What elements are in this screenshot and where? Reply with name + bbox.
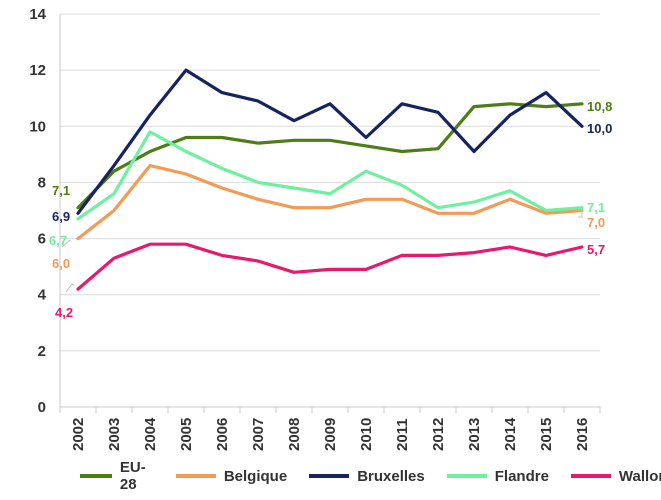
legend-swatch — [309, 474, 350, 478]
x-tick-label: 2015 — [538, 418, 555, 451]
y-tick-label: 4 — [38, 287, 47, 304]
line-chart: 0 2 4 6 8 10 12 14 2002 2003 2004 2005 2006 2007 2008… — [29, 6, 612, 451]
series-line-flandre — [76, 130, 584, 221]
series-line-eu-28 — [76, 102, 584, 210]
x-tick-label: 2010 — [358, 418, 375, 451]
leader-line — [61, 239, 71, 248]
data-labels: 7,1 10,8 6,0 7,0 6,9 10,0 6,7 7,1 4,2 5,7 — [49, 99, 612, 320]
y-tick-label: 8 — [38, 174, 46, 191]
legend-item: Wallonie — [570, 459, 661, 493]
y-tick-label: 12 — [29, 62, 46, 79]
legend-swatch — [80, 474, 112, 478]
x-tick-label: 2005 — [178, 418, 195, 451]
legend-label: EU-28 — [119, 459, 146, 493]
x-tick-label: 2006 — [214, 418, 231, 451]
start-label: 6,7 — [49, 233, 67, 248]
start-label: 6,0 — [52, 256, 70, 271]
y-tick-label: 6 — [38, 231, 46, 248]
x-axis: 2002 2003 2004 2005 2006 2007 2008 2009 2010 2011… — [59, 407, 601, 451]
gridlines — [60, 13, 600, 408]
x-tick-label: 2012 — [430, 418, 447, 451]
series-line-bruxelles — [76, 68, 584, 215]
y-tick-label: 10 — [29, 118, 46, 135]
series-lines — [76, 68, 584, 291]
x-tick-label: 2016 — [574, 418, 591, 451]
legend: EU-28 Belgique Bruxelles Flandre Wallonie — [80, 459, 661, 493]
x-tick-label: 2011 — [394, 418, 411, 451]
y-tick-label: 2 — [38, 343, 46, 360]
legend-label: Belgique — [223, 467, 288, 485]
end-label: 5,7 — [587, 242, 605, 257]
start-label: 4,2 — [55, 305, 73, 320]
end-label: 10,0 — [587, 121, 612, 136]
leader-line — [65, 283, 75, 293]
legend-swatch — [446, 474, 487, 478]
x-tick-label: 2002 — [70, 418, 87, 451]
y-axis: 0 2 4 6 8 10 12 14 — [29, 6, 61, 416]
series-line-belgique — [76, 164, 584, 241]
x-tick-label: 2003 — [106, 418, 123, 451]
legend-label: Wallonie — [618, 467, 661, 485]
x-tick-label: 2004 — [142, 417, 159, 451]
start-label: 6,9 — [52, 209, 70, 224]
y-tick-label: 0 — [38, 399, 46, 416]
series-line-wallonie — [76, 242, 584, 291]
legend-label: Bruxelles — [357, 467, 425, 485]
leader-line — [578, 209, 583, 218]
legend-item: Bruxelles — [309, 459, 425, 493]
legend-label: Flandre — [494, 467, 549, 485]
end-label: 7,0 — [587, 215, 605, 230]
x-tick-label: 2009 — [322, 418, 339, 451]
end-label: 10,8 — [587, 99, 612, 114]
x-tick-label: 2008 — [286, 418, 303, 451]
legend-item: Belgique — [175, 459, 288, 493]
legend-item: EU-28 — [80, 459, 154, 493]
x-tick-label: 2013 — [466, 418, 483, 451]
x-tick-label: 2014 — [502, 417, 519, 451]
y-tick-label: 14 — [29, 6, 46, 23]
end-label: 7,1 — [587, 200, 605, 215]
legend-swatch — [175, 474, 216, 478]
legend-item: Flandre — [446, 459, 549, 493]
start-label: 7,1 — [52, 183, 70, 198]
legend-swatch — [570, 474, 611, 478]
x-tick-label: 2007 — [250, 418, 267, 451]
